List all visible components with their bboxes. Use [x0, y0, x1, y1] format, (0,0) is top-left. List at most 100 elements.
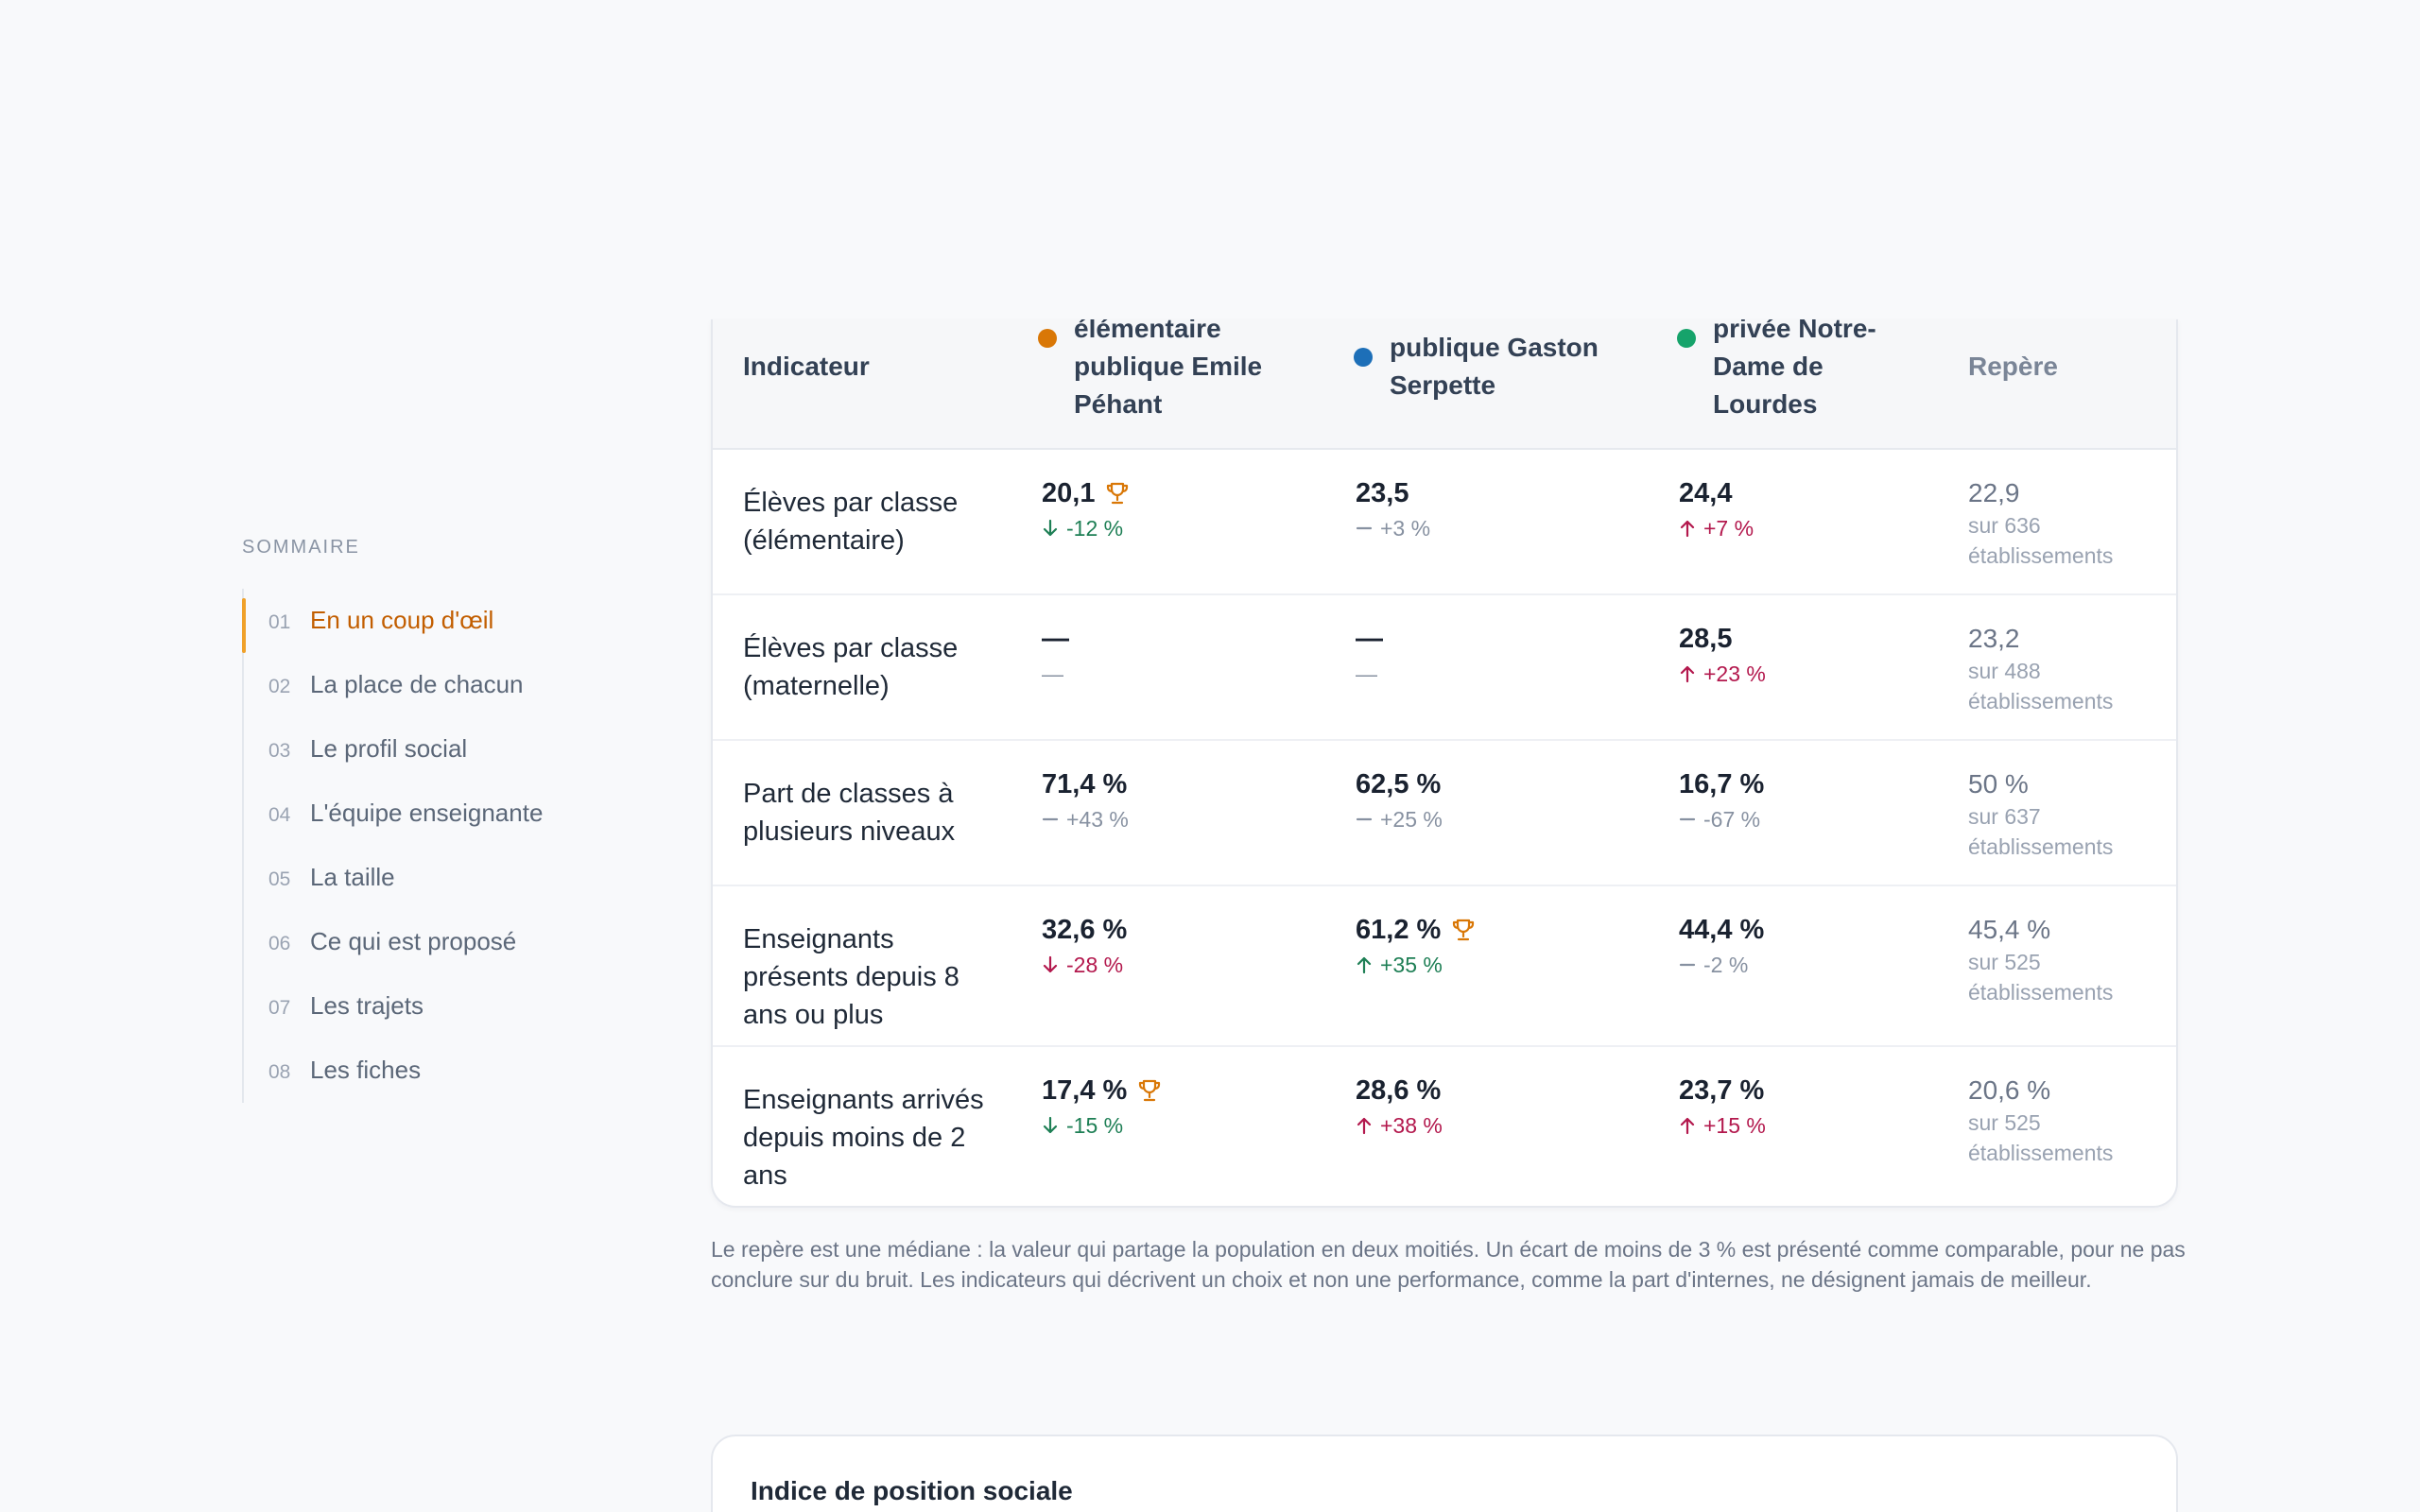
- toc-list: 01 En un coup d'œil 02 La place de chacu…: [242, 589, 601, 1103]
- metric-value-text: 28,5: [1679, 624, 1733, 654]
- metric-value-text: 32,6 %: [1042, 915, 1128, 945]
- column-header-repere: Repère: [1968, 352, 2058, 381]
- school-c-value-cell: 16,7 % -67 %: [1679, 767, 1764, 833]
- metric-value: 28,5: [1679, 622, 1766, 656]
- arrow-up-icon: [1680, 1117, 1695, 1135]
- metric-value: 17,4 %: [1042, 1074, 1163, 1108]
- indicator-label: Élèves par classe (élémentaire): [743, 488, 959, 556]
- delta-text: +25 %: [1380, 807, 1443, 832]
- delta-text: -2 %: [1703, 953, 1749, 977]
- delta-text: +38 %: [1380, 1113, 1443, 1138]
- delta-vs-repere: +35 %: [1356, 951, 1477, 979]
- delta-text: +23 %: [1703, 662, 1766, 686]
- repere-value: 23,2: [1968, 624, 2020, 653]
- delta-vs-repere: +38 %: [1356, 1111, 1443, 1140]
- indicator-label: Enseignants présents depuis 8 ans ou plu…: [743, 924, 959, 1030]
- column-header-school-c: privée Notre-Dame de Lourdes: [1677, 319, 1911, 423]
- toc-item-label: L'équipe enseignante: [310, 799, 544, 827]
- delta-text: +3 %: [1380, 516, 1431, 541]
- delta-text: +35 %: [1380, 953, 1443, 977]
- arrow-down-icon: [1043, 1116, 1058, 1134]
- toc-item-le-profil-social[interactable]: 03 Le profil social: [244, 717, 601, 782]
- delta-text: -12 %: [1066, 516, 1124, 541]
- delta-vs-repere: +15 %: [1679, 1111, 1766, 1140]
- delta-vs-repere: +7 %: [1679, 514, 1754, 542]
- delta-vs-repere: +43 %: [1042, 805, 1129, 833]
- delta-vs-repere: —: [1042, 660, 1069, 688]
- toc-item-number: 06: [268, 933, 291, 954]
- delta-vs-repere: +3 %: [1356, 514, 1430, 542]
- toc-item-label: Le profil social: [310, 734, 468, 763]
- toc-item-en-un-coup-d-oeil[interactable]: 01 En un coup d'œil: [242, 589, 601, 653]
- school-c-value-cell: 44,4 % -2 %: [1679, 913, 1764, 979]
- school-b-name: publique Gaston Serpette: [1390, 333, 1599, 400]
- school-c-name: privée Notre-Dame de Lourdes: [1713, 319, 1876, 419]
- delta-text: -67 %: [1703, 807, 1761, 832]
- school-b-value-cell: — —: [1356, 622, 1383, 688]
- school-b-value-cell: 28,6 % +38 %: [1356, 1074, 1443, 1140]
- delta-vs-repere: -67 %: [1679, 805, 1764, 833]
- toc-item-number: 07: [268, 997, 291, 1019]
- toc-item-number: 05: [268, 868, 291, 890]
- delta-text: +7 %: [1703, 516, 1754, 541]
- delta-text: -15 %: [1066, 1113, 1124, 1138]
- metric-value: 20,1: [1042, 476, 1131, 510]
- toc-item-label: Les trajets: [310, 991, 424, 1020]
- repere-cell: 22,9 sur 636 établissements: [1968, 476, 2157, 571]
- arrow-up-icon: [1680, 520, 1695, 538]
- methodology-note: Le repère est une médiane : la valeur qu…: [711, 1237, 2186, 1292]
- delta-vs-repere: -2 %: [1679, 951, 1764, 979]
- toc-item-label: La taille: [310, 863, 395, 891]
- toc-item-label: En un coup d'œil: [310, 606, 494, 634]
- toc-title: SOMMAIRE: [242, 537, 360, 558]
- toc-item-les-trajets[interactable]: 07 Les trajets: [244, 974, 601, 1039]
- delta-text: +15 %: [1703, 1113, 1766, 1138]
- metric-value-text: 62,5 %: [1356, 769, 1442, 799]
- metric-value: 32,6 %: [1042, 913, 1127, 947]
- trophy-icon: [1107, 482, 1129, 505]
- toc-item-la-place-de-chacun[interactable]: 02 La place de chacun: [244, 653, 601, 717]
- toc-item-la-taille[interactable]: 05 La taille: [244, 846, 601, 910]
- trophy-icon: [1453, 919, 1475, 941]
- social-position-card: Indice de position sociale: [711, 1435, 2178, 1512]
- metric-value: 23,7 %: [1679, 1074, 1766, 1108]
- repere-cell: 23,2 sur 488 établissements: [1968, 622, 2157, 716]
- school-a-value-cell: 17,4 % -15 %: [1042, 1074, 1163, 1140]
- table-of-contents: SOMMAIRE 01 En un coup d'œil 02 La place…: [242, 537, 601, 1103]
- toc-item-l-equipe-enseignante[interactable]: 04 L'équipe enseignante: [244, 782, 601, 846]
- metric-value-text: 17,4 %: [1042, 1075, 1128, 1106]
- column-header-indicator: Indicateur: [743, 352, 870, 381]
- toc-item-label: Les fiches: [310, 1056, 422, 1084]
- metric-value: —: [1356, 622, 1383, 656]
- school-a-value-cell: 20,1 -12 %: [1042, 476, 1131, 542]
- metric-value-text: 71,4 %: [1042, 769, 1128, 799]
- delta-vs-repere: —: [1356, 660, 1383, 688]
- school-a-value-cell: — —: [1042, 622, 1069, 688]
- toc-item-number: 02: [268, 676, 291, 697]
- school-a-value-cell: 71,4 % +43 %: [1042, 767, 1129, 833]
- repere-value: 45,4 %: [1968, 915, 2051, 944]
- metric-value-text: 23,5: [1356, 478, 1409, 508]
- metric-value-text: 23,7 %: [1679, 1075, 1765, 1106]
- indicator-label: Enseignants arrivés depuis moins de 2 an…: [743, 1085, 984, 1191]
- metric-value-text: 20,1: [1042, 478, 1096, 508]
- toc-item-ce-qui-est-propose[interactable]: 06 Ce qui est proposé: [244, 910, 601, 974]
- metric-value-text: —: [1042, 624, 1069, 654]
- toc-item-les-fiches[interactable]: 08 Les fiches: [244, 1039, 601, 1103]
- table-row: Élèves par classe (maternelle) — — — —28,5 +2…: [713, 595, 2176, 741]
- repere-value: 50 %: [1968, 769, 2029, 799]
- delta-text: —: [1042, 662, 1063, 686]
- toc-item-number: 04: [268, 804, 291, 826]
- dash-icon: [1356, 817, 1373, 821]
- dash-icon: [1042, 817, 1059, 821]
- repere-cell: 45,4 % sur 525 établissements: [1968, 913, 2157, 1007]
- indicator-label: Part de classes à plusieurs niveaux: [743, 779, 956, 847]
- school-b-value-cell: 23,5 +3 %: [1356, 476, 1430, 542]
- delta-vs-repere: -15 %: [1042, 1111, 1163, 1140]
- table-row: Enseignants arrivés depuis moins de 2 an…: [713, 1047, 2176, 1206]
- delta-vs-repere: -28 %: [1042, 951, 1127, 979]
- repere-cell: 50 % sur 637 établissements: [1968, 767, 2157, 862]
- delta-text: +43 %: [1066, 807, 1129, 832]
- school-b-value-cell: 62,5 % +25 %: [1356, 767, 1443, 833]
- toc-item-number: 03: [268, 740, 291, 762]
